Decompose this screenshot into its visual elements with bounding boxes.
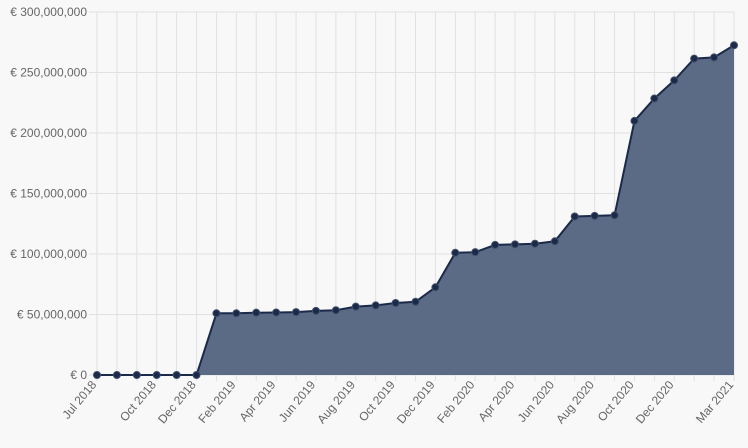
data-point <box>730 41 738 50</box>
data-point <box>371 301 380 310</box>
data-point <box>670 76 679 85</box>
data-point <box>272 308 281 317</box>
x-tick-label: Oct 2020 <box>595 378 637 425</box>
x-tick-label: Jun 2020 <box>515 378 558 425</box>
data-point <box>650 94 659 103</box>
data-point <box>311 306 320 315</box>
data-point <box>152 371 161 379</box>
x-tick-label: Aug 2019 <box>314 378 358 427</box>
data-point <box>232 309 241 318</box>
x-tick-label: Oct 2019 <box>356 378 398 425</box>
data-point <box>530 239 539 248</box>
y-tick-label: € 200,000,000 <box>10 126 87 140</box>
data-point <box>630 116 639 125</box>
data-point <box>550 237 559 246</box>
x-tick-label: Dec 2019 <box>394 378 438 427</box>
data-point <box>93 371 101 379</box>
data-point <box>292 308 301 317</box>
x-tick-label: Apr 2020 <box>475 378 517 425</box>
y-tick-label: € 150,000,000 <box>10 187 87 201</box>
data-point <box>192 371 201 379</box>
data-point <box>212 309 221 318</box>
data-point <box>331 306 340 315</box>
data-point <box>471 248 480 257</box>
data-point <box>252 308 261 317</box>
x-tick-label: Jul 2018 <box>59 378 99 422</box>
data-point <box>132 371 141 379</box>
x-tick-label: Mar 2021 <box>693 378 737 426</box>
x-tick-label: Feb 2020 <box>434 378 478 426</box>
data-point <box>112 371 121 379</box>
x-tick-label: Apr 2019 <box>236 378 278 425</box>
data-point <box>411 297 420 306</box>
data-point <box>172 371 181 379</box>
y-tick-label: € 300,000,000 <box>10 5 87 19</box>
series-area <box>97 45 734 376</box>
data-point <box>710 53 719 62</box>
x-tick-label: Dec 2018 <box>155 378 199 427</box>
x-tick-label: Jun 2019 <box>276 378 319 425</box>
data-point <box>590 211 599 220</box>
y-tick-label: € 100,000,000 <box>10 247 87 261</box>
data-point <box>511 240 520 249</box>
x-tick-label: Feb 2019 <box>195 378 239 426</box>
data-point <box>610 211 619 220</box>
y-tick-label: € 0 <box>70 368 87 382</box>
data-point <box>570 212 579 221</box>
data-point <box>431 283 440 292</box>
data-point <box>391 299 400 308</box>
x-tick-label: Oct 2018 <box>117 378 159 425</box>
data-point <box>690 54 699 63</box>
y-tick-label: € 50,000,000 <box>17 308 87 322</box>
x-tick-label: Dec 2020 <box>633 378 677 427</box>
y-tick-label: € 250,000,000 <box>10 66 87 80</box>
data-point <box>351 302 360 311</box>
data-point <box>491 240 500 249</box>
x-tick-label: Aug 2020 <box>553 378 597 427</box>
data-point <box>451 248 460 257</box>
